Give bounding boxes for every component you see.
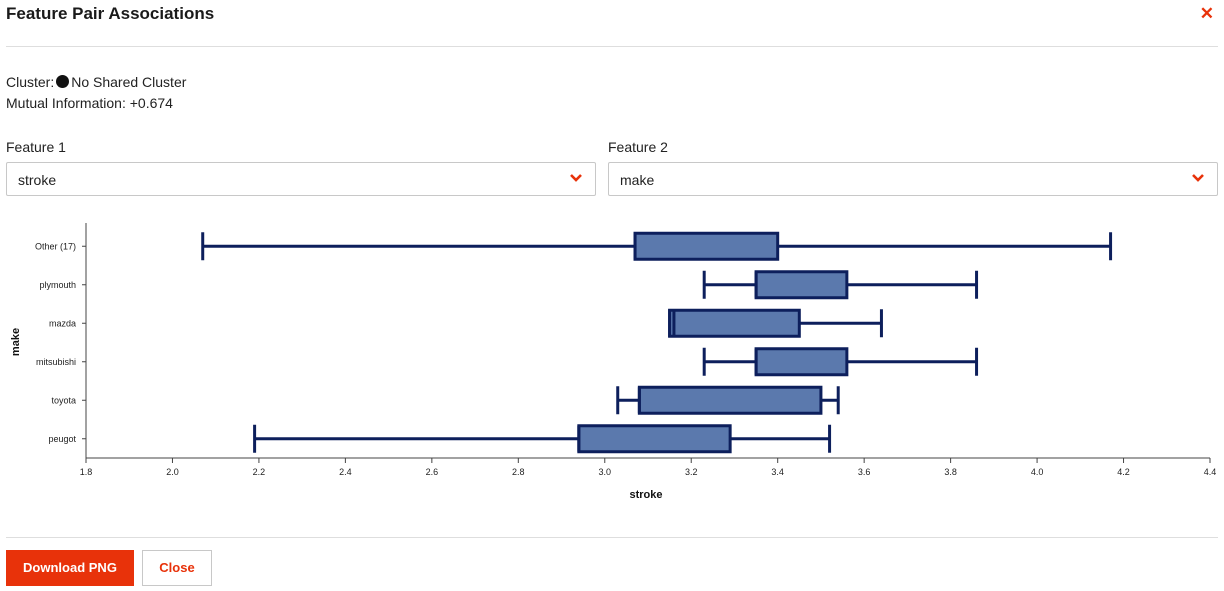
mi-label: Mutual Information: bbox=[6, 95, 126, 111]
feature1-label: Feature 1 bbox=[6, 139, 66, 155]
mi-value: +0.674 bbox=[129, 95, 173, 111]
x-tick-label: 3.0 bbox=[599, 467, 612, 477]
y-axis-label: make bbox=[10, 328, 22, 356]
cluster-dot-icon bbox=[56, 75, 70, 88]
cluster-label: Cluster: bbox=[6, 74, 55, 90]
x-tick-label: 2.0 bbox=[166, 467, 179, 477]
box-mitsubishi bbox=[702, 347, 979, 377]
box-iqr bbox=[633, 231, 780, 261]
close-icon[interactable]: ✕ bbox=[1199, 4, 1214, 23]
boxplot-chart: 1.8 2.0 2.2 2.4 2.6 2.8 3.0 3.2 3.4 3.6 3.8 4.0 4.2 4… bbox=[10, 223, 1216, 501]
feature2-label: Feature 2 bbox=[608, 139, 668, 155]
y-tick-label: peugot bbox=[48, 434, 76, 444]
x-tick-label: 4.4 bbox=[1204, 467, 1217, 477]
box-iqr bbox=[637, 385, 823, 415]
x-tick-label: 1.8 bbox=[80, 467, 93, 477]
dialog-title: Feature Pair Associations bbox=[6, 4, 215, 23]
box-iqr bbox=[754, 270, 849, 300]
x-axis-label: stroke bbox=[629, 489, 662, 501]
box-iqr bbox=[577, 424, 732, 454]
cluster-info: Cluster: No Shared Cluster bbox=[6, 74, 186, 90]
download-png-button[interactable]: Download PNG bbox=[6, 550, 134, 586]
close-button[interactable]: Close bbox=[142, 550, 212, 586]
box-iqr bbox=[668, 308, 801, 338]
plot-area: 1.8 2.0 2.2 2.4 2.6 2.8 3.0 3.2 3.4 3.6 3.8 4.0 4.2 4… bbox=[35, 223, 1216, 477]
y-tick-label: mazda bbox=[49, 318, 76, 328]
mutual-information-info: Mutual Information: +0.674 bbox=[6, 95, 173, 111]
x-tick-label: 2.2 bbox=[253, 467, 266, 477]
y-tick-label: toyota bbox=[51, 395, 76, 405]
cluster-value: No Shared Cluster bbox=[71, 74, 187, 90]
feature1-select[interactable]: stroke bbox=[6, 162, 596, 196]
x-tick-label: 3.2 bbox=[685, 467, 698, 477]
x-tick-label: 3.6 bbox=[858, 467, 871, 477]
y-tick-label: plymouth bbox=[39, 280, 76, 290]
x-tick-label: 2.4 bbox=[339, 467, 352, 477]
header-divider bbox=[6, 46, 1218, 47]
y-tick-label: mitsubishi bbox=[36, 357, 76, 367]
feature2-value: make bbox=[620, 172, 655, 188]
chevron-down-icon bbox=[570, 174, 582, 182]
x-tick-label: 2.6 bbox=[426, 467, 439, 477]
x-tick-label: 2.8 bbox=[512, 467, 525, 477]
x-tick-label: 3.4 bbox=[771, 467, 784, 477]
chevron-down-icon bbox=[1192, 174, 1204, 182]
footer-divider bbox=[6, 537, 1218, 538]
feature2-select[interactable]: make bbox=[608, 162, 1218, 196]
x-tick-label: 4.0 bbox=[1031, 467, 1044, 477]
box-mazda bbox=[668, 308, 883, 338]
box-peugot bbox=[253, 424, 832, 454]
x-tick-label: 3.8 bbox=[944, 467, 957, 477]
box-iqr bbox=[754, 347, 849, 377]
box-other-17 bbox=[201, 231, 1113, 261]
y-tick-label: Other (17) bbox=[35, 241, 76, 251]
x-tick-label: 4.2 bbox=[1117, 467, 1130, 477]
feature1-value: stroke bbox=[18, 172, 57, 188]
box-plymouth bbox=[702, 270, 979, 300]
box-toyota bbox=[616, 385, 840, 415]
